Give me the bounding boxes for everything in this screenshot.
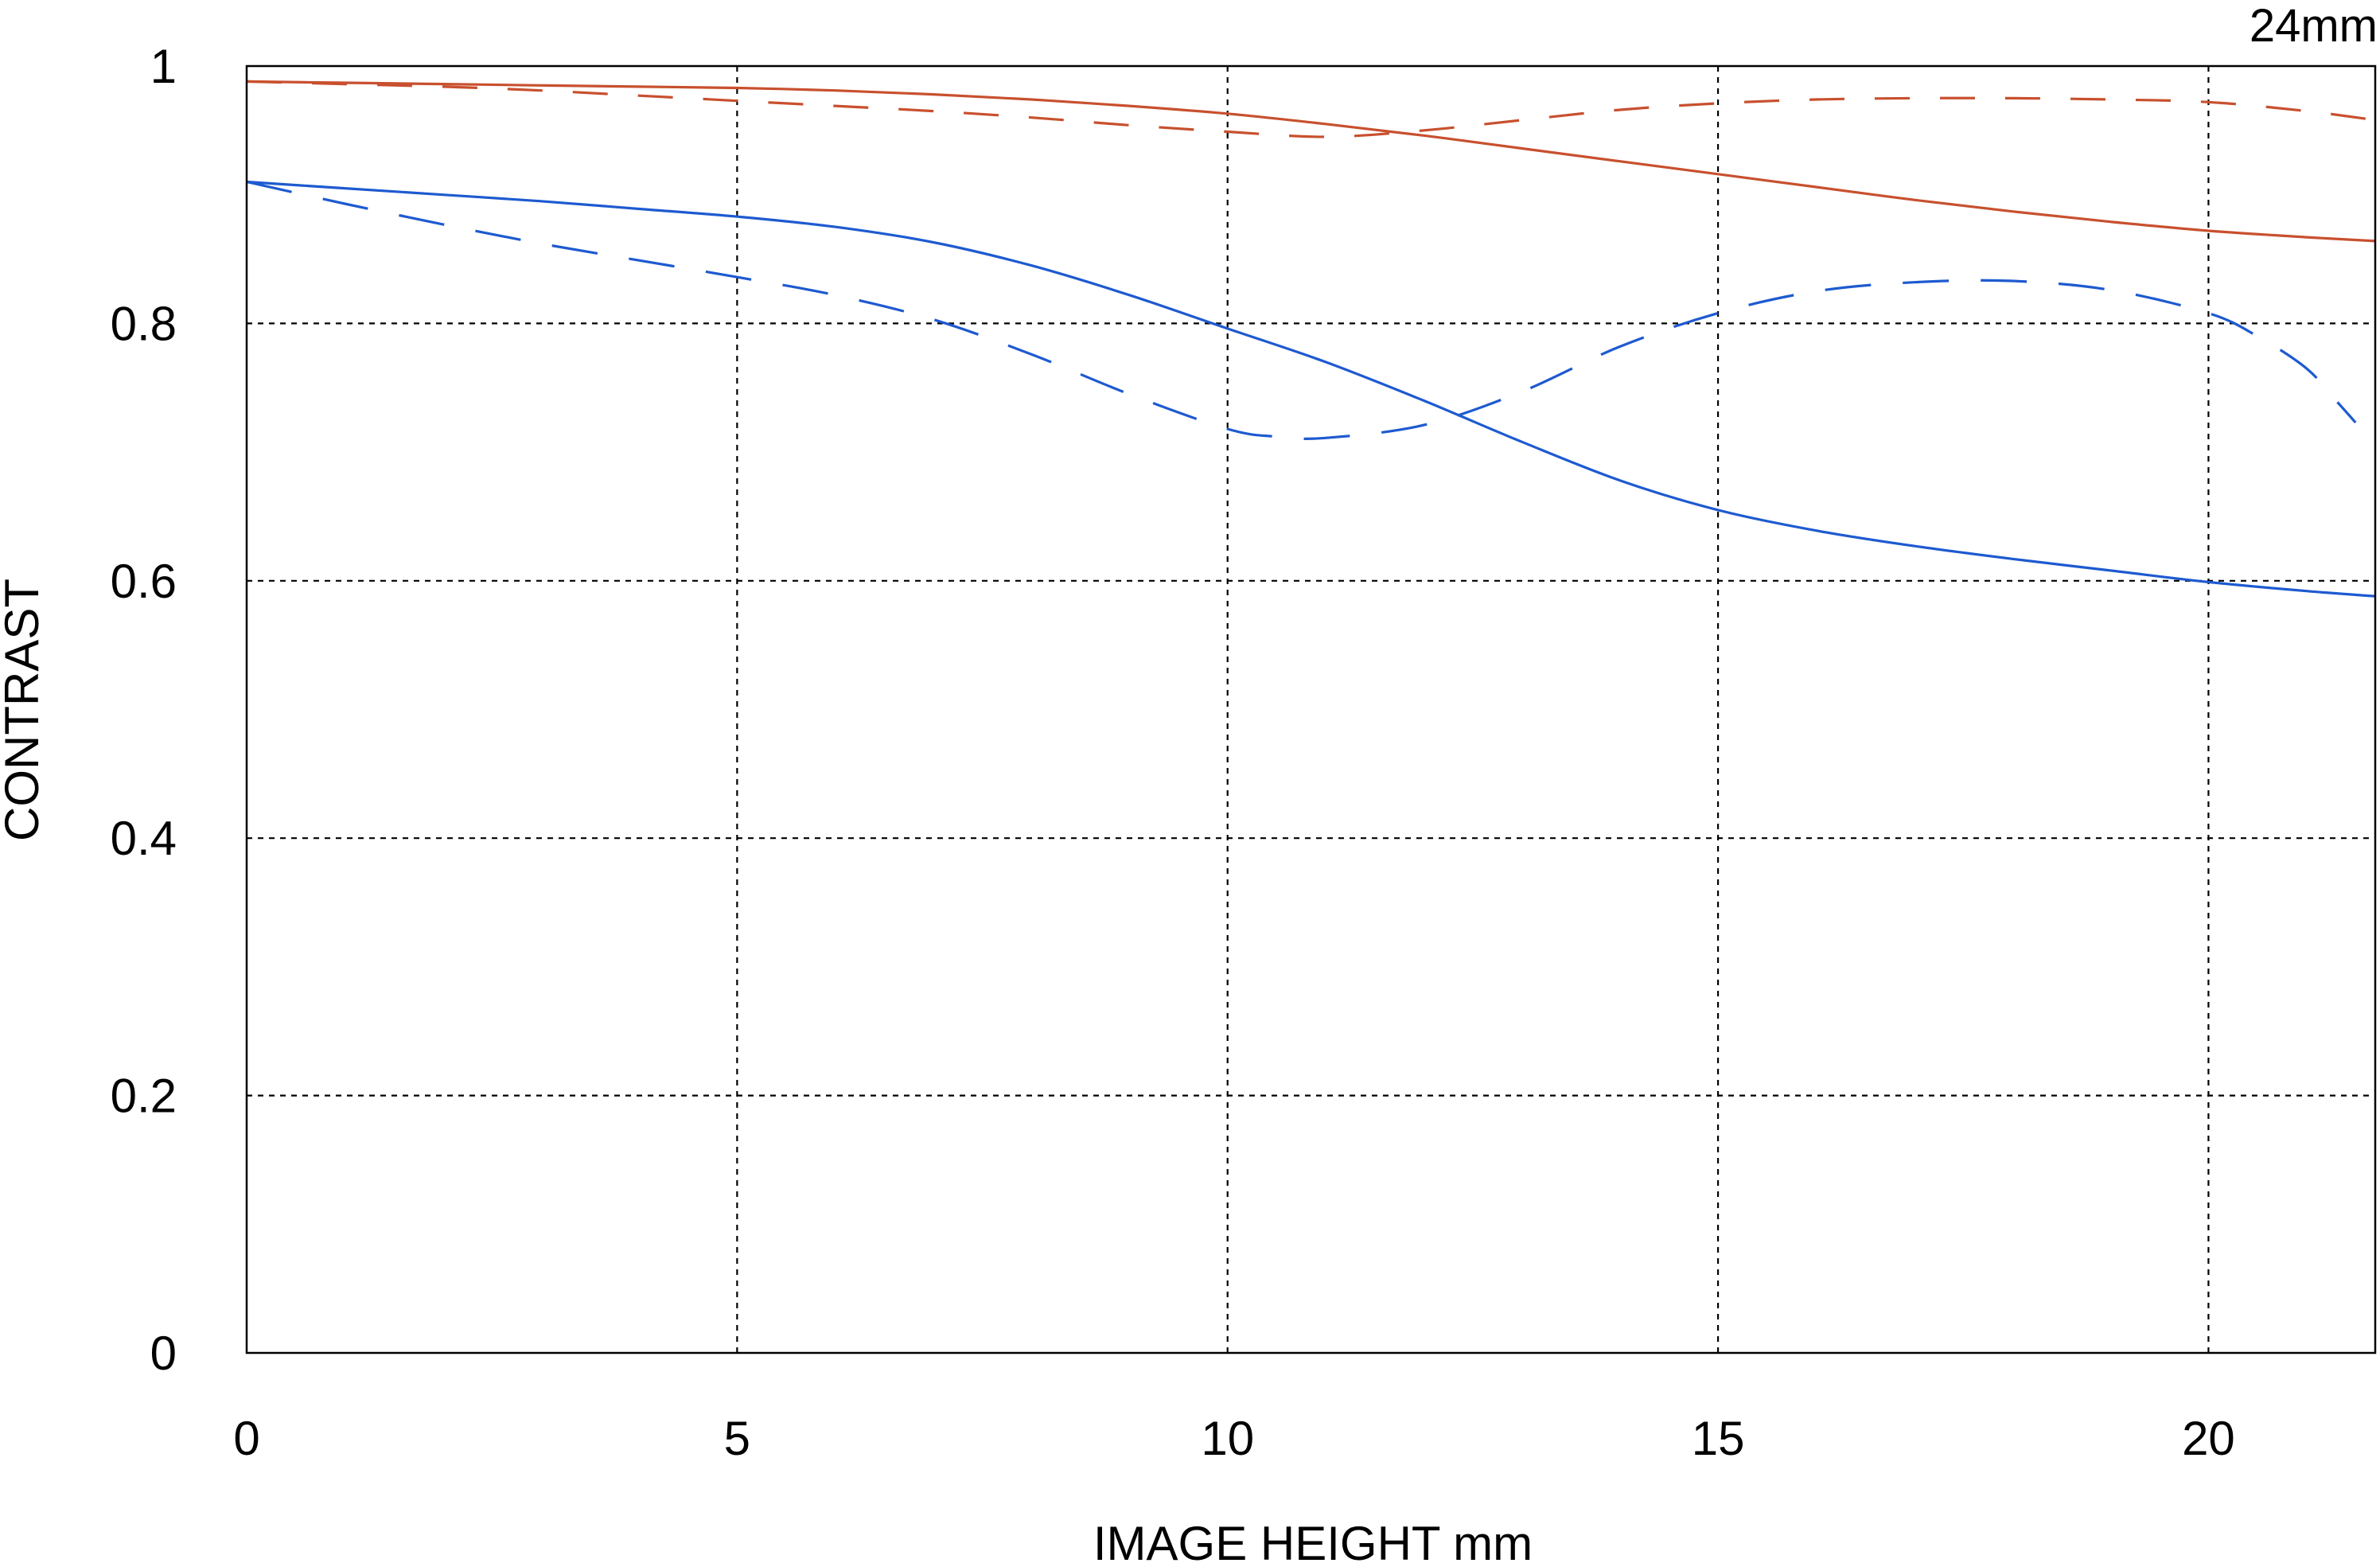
y-tick-label: 0.2 bbox=[111, 1070, 177, 1123]
series-line-solid-2 bbox=[246, 180, 2376, 598]
grid-lines bbox=[247, 66, 2375, 1353]
series-line-dashed-3 bbox=[246, 180, 2357, 440]
y-tick-labels: 0 0.2 0.4 0.6 0.8 1 bbox=[111, 40, 177, 1380]
x-axis-title: IMAGE HEIGHT mm bbox=[1093, 1517, 1533, 1563]
y-tick-label: 0.8 bbox=[111, 297, 177, 350]
series-line-dashed-1 bbox=[246, 80, 2376, 138]
x-tick-label: 15 bbox=[1692, 1412, 1745, 1465]
x-tick-label: 5 bbox=[724, 1412, 750, 1465]
plot-frame bbox=[245, 64, 2377, 1354]
y-axis-title: CONTRAST bbox=[0, 579, 49, 841]
y-tick-label: 0.4 bbox=[111, 812, 177, 865]
focal-length-label: 24mm bbox=[2250, 0, 2378, 52]
x-tick-labels: 0 5 10 15 20 bbox=[233, 1412, 2235, 1465]
series-line-solid-0 bbox=[246, 80, 2376, 243]
x-tick-label: 20 bbox=[2182, 1412, 2235, 1465]
y-tick-label: 0 bbox=[150, 1327, 177, 1380]
y-tick-label: 1 bbox=[150, 40, 177, 93]
y-tick-label: 0.6 bbox=[111, 555, 177, 608]
x-tick-label: 10 bbox=[1201, 1412, 1254, 1465]
series-lines bbox=[246, 80, 2376, 598]
x-tick-label: 0 bbox=[233, 1412, 259, 1465]
